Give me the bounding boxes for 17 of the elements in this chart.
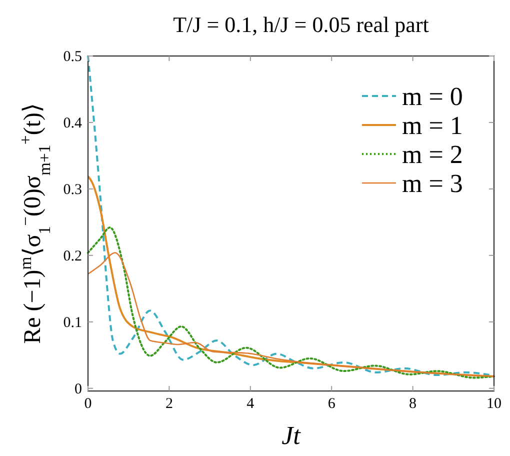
x-tick-label: 6 xyxy=(328,396,336,412)
x-tick-label: 2 xyxy=(165,396,173,412)
chart-title: T/J = 0.1, h/J = 0.05 real part xyxy=(173,12,429,37)
x-axis-title: Jt xyxy=(282,421,302,450)
legend-label: m = 2 xyxy=(402,140,463,169)
y-tick-label: 0.4 xyxy=(63,115,82,132)
y-tick-label: 0.5 xyxy=(63,49,82,65)
y-tick-label: 0 xyxy=(74,381,82,398)
legend-label: m = 1 xyxy=(402,111,463,140)
legend-label: m = 3 xyxy=(402,169,463,198)
y-tick-label: 0.3 xyxy=(63,182,82,198)
y-tick-label: 0.1 xyxy=(63,314,82,331)
x-tick-label: 10 xyxy=(486,396,502,412)
x-tick-label: 8 xyxy=(409,396,417,412)
x-tick-label: 4 xyxy=(246,396,255,412)
y-tick-label: 0.2 xyxy=(63,248,82,264)
legend-label: m = 0 xyxy=(402,82,463,111)
